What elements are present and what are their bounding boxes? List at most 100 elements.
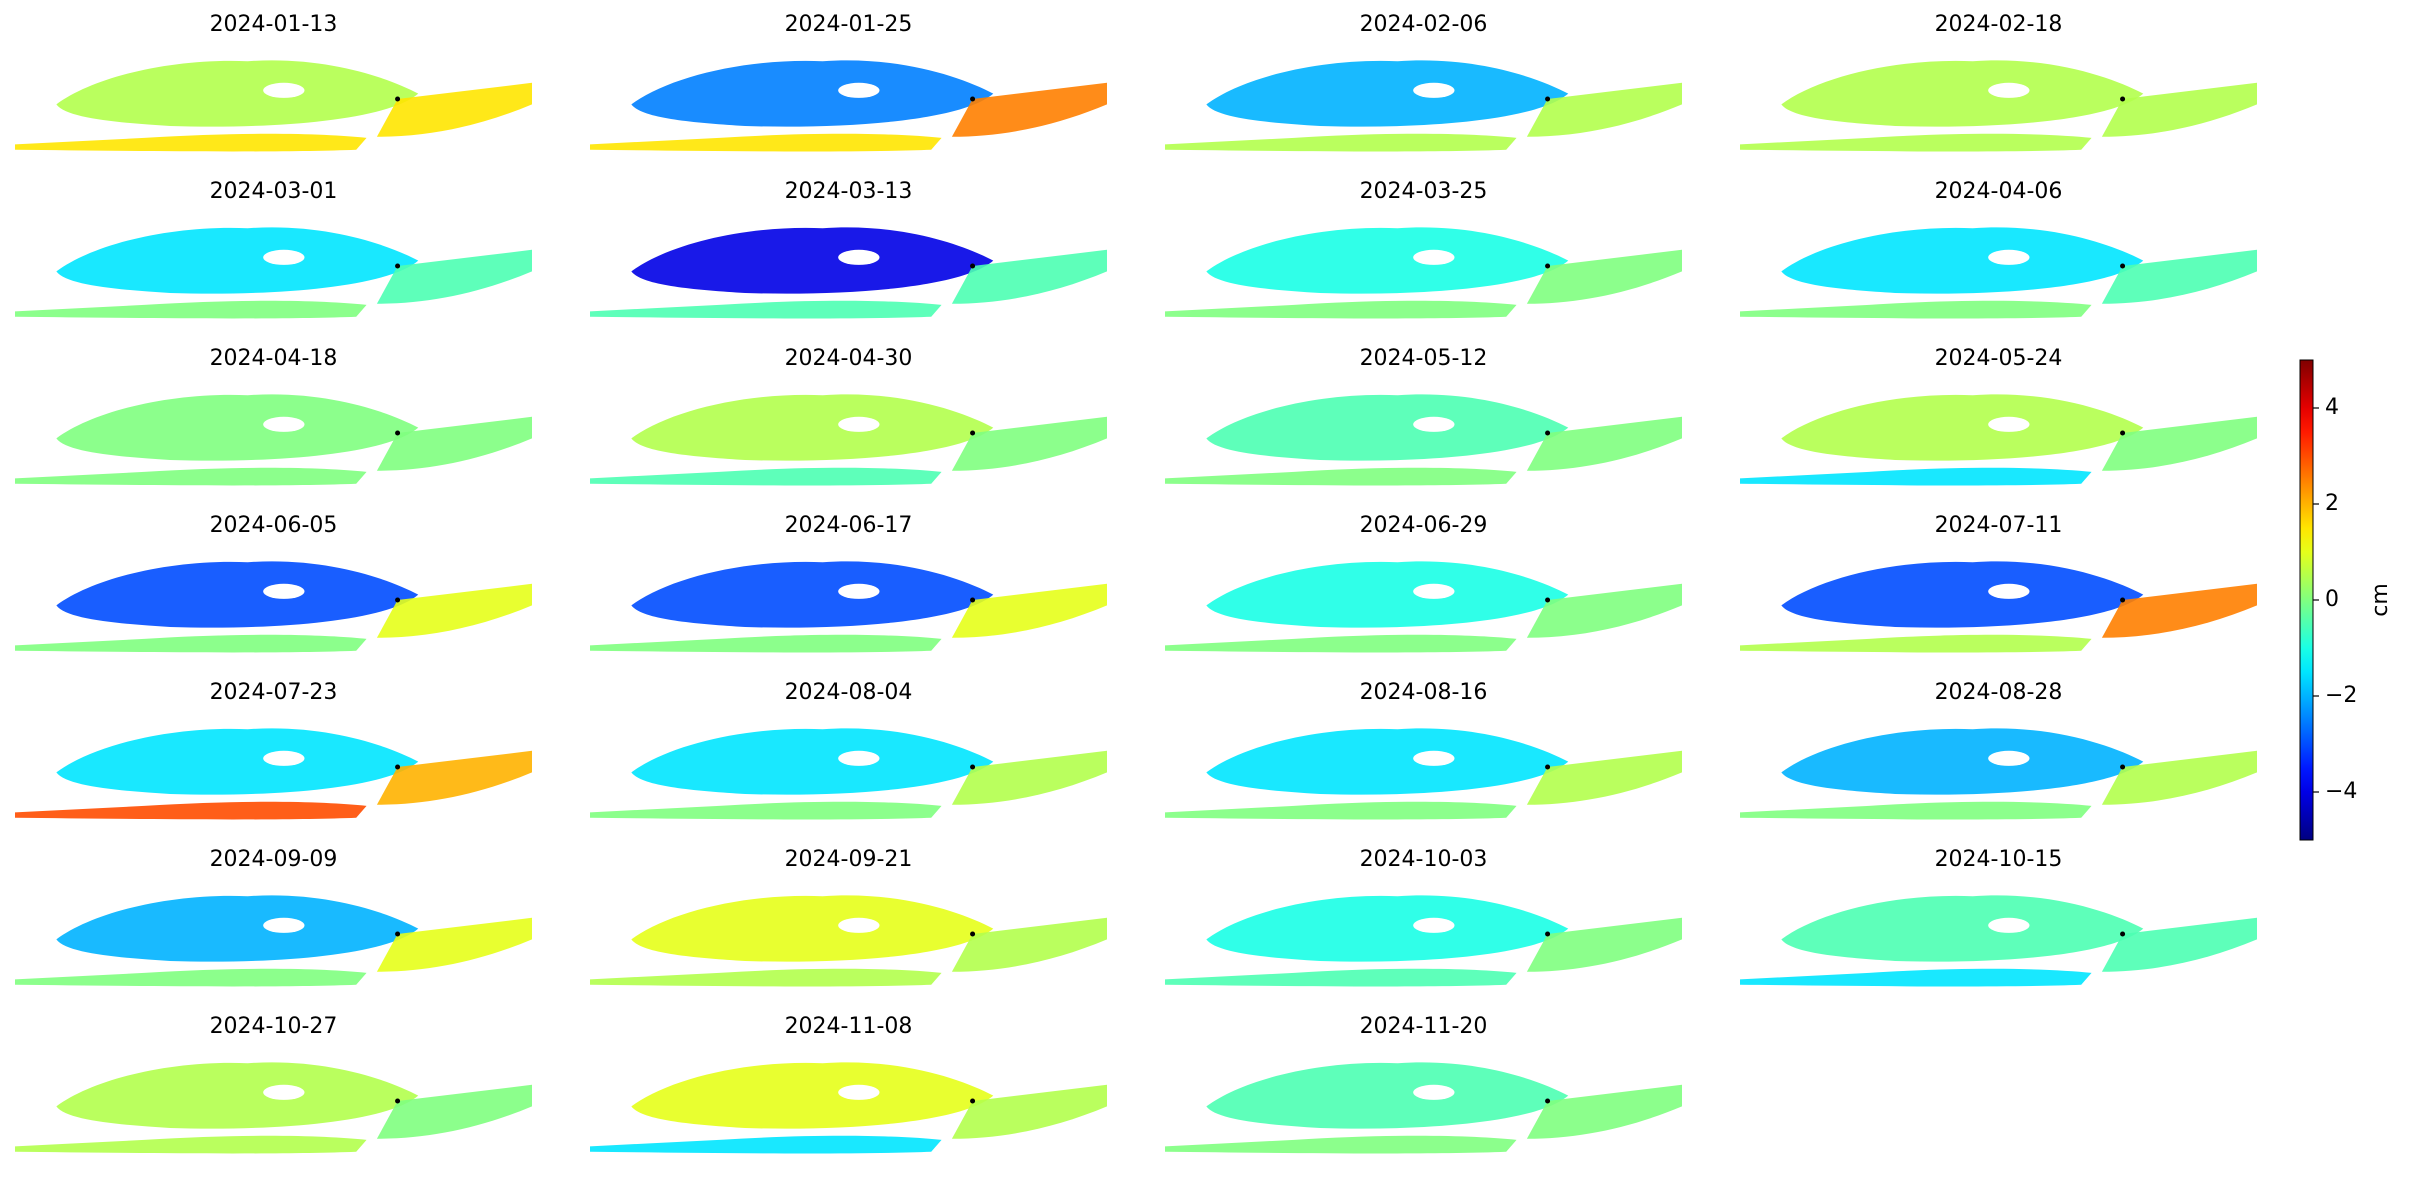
lake: [263, 249, 305, 265]
map-region: [1165, 300, 1517, 319]
station-dot: [1545, 263, 1551, 269]
map-region: [1206, 60, 1569, 127]
map-region: [1165, 968, 1517, 987]
map-region: [951, 1084, 1107, 1139]
map: [1740, 227, 2257, 319]
map-region: [2101, 249, 2257, 304]
map-region: [631, 728, 994, 795]
map-panel: 2024-09-21: [590, 847, 1107, 987]
panel-title: 2024-07-11: [1935, 513, 2063, 538]
map-region: [631, 1062, 994, 1129]
panel-title: 2024-08-04: [785, 680, 913, 705]
map-panel: 2024-04-30: [590, 346, 1107, 486]
panel-title: 2024-08-28: [1935, 680, 2063, 705]
map-region: [951, 82, 1107, 137]
colorbar-scale: [2299, 359, 2314, 841]
map: [1165, 60, 1682, 152]
panel-title: 2024-09-09: [210, 847, 338, 872]
lake: [1988, 249, 2030, 265]
map-region: [590, 801, 942, 820]
lake: [1413, 82, 1455, 98]
lake: [838, 750, 880, 766]
map-region: [631, 227, 994, 294]
lake: [263, 1084, 305, 1100]
panel-title: 2024-04-06: [1935, 179, 2063, 204]
map: [1165, 561, 1682, 653]
map-region: [951, 416, 1107, 471]
map-region: [1526, 82, 1682, 137]
station-dot: [970, 263, 976, 269]
map: [590, 1062, 1107, 1154]
station-dot: [1545, 931, 1551, 937]
panel-title: 2024-06-17: [785, 513, 913, 538]
map-region: [951, 583, 1107, 638]
map-region: [1206, 1062, 1569, 1129]
map: [1165, 394, 1682, 486]
panel-title: 2024-03-01: [210, 179, 338, 204]
map-region: [1526, 1084, 1682, 1139]
map-region: [56, 1062, 419, 1129]
map-region: [590, 467, 942, 486]
map-region: [2101, 583, 2257, 638]
map-panel: 2024-04-06: [1740, 179, 2257, 319]
map-panel: 2024-08-04: [590, 680, 1107, 820]
map-region: [1526, 249, 1682, 304]
station-dot: [2120, 430, 2126, 436]
panel-title: 2024-11-20: [1360, 1014, 1488, 1039]
panel-title: 2024-06-29: [1360, 513, 1488, 538]
map: [15, 1062, 532, 1154]
map-panel: 2024-01-25: [590, 12, 1107, 152]
station-dot: [395, 96, 401, 102]
panel-title: 2024-02-06: [1360, 12, 1488, 37]
map-region: [590, 133, 942, 152]
panel-title: 2024-10-15: [1935, 847, 2063, 872]
map-region: [1206, 895, 1569, 962]
panel-title: 2024-07-23: [210, 680, 338, 705]
map-region: [1740, 634, 2092, 653]
station-dot: [1545, 1098, 1551, 1104]
map-region: [1165, 133, 1517, 152]
panel-title: 2024-04-18: [210, 346, 338, 371]
map-region: [2101, 416, 2257, 471]
lake: [263, 82, 305, 98]
map-region: [56, 227, 419, 294]
panel-title: 2024-10-03: [1360, 847, 1488, 872]
map-region: [951, 750, 1107, 805]
map-region: [1740, 801, 2092, 820]
map-region: [15, 467, 367, 486]
map-panel: 2024-05-24: [1740, 346, 2257, 486]
map-region: [376, 583, 532, 638]
map-panel: 2024-08-16: [1165, 680, 1682, 820]
map-panel: 2024-01-13: [15, 12, 532, 152]
map-panel: 2024-11-08: [590, 1014, 1107, 1154]
map-region: [1206, 561, 1569, 628]
map-panel: 2024-07-11: [1740, 513, 2257, 653]
colorbar-tick-label: 2: [2325, 491, 2339, 516]
map-region: [631, 895, 994, 962]
station-dot: [1545, 597, 1551, 603]
map-region: [2101, 917, 2257, 972]
map: [1165, 895, 1682, 987]
station-dot: [395, 764, 401, 770]
map-region: [1526, 416, 1682, 471]
panel-title: 2024-04-30: [785, 346, 913, 371]
map: [590, 895, 1107, 987]
panel-grid: 2024-01-13 2024-01-25 2024-02-06 2024-02-18…: [15, 12, 2257, 1154]
map-region: [951, 249, 1107, 304]
map-region: [1781, 895, 2144, 962]
map-region: [1740, 300, 2092, 319]
map: [590, 561, 1107, 653]
lake: [1413, 416, 1455, 432]
map: [590, 728, 1107, 820]
lake: [838, 82, 880, 98]
map-region: [1781, 561, 2144, 628]
map: [15, 227, 532, 319]
map: [590, 227, 1107, 319]
map: [590, 394, 1107, 486]
lake: [263, 416, 305, 432]
map-region: [1206, 227, 1569, 294]
map-region: [1206, 728, 1569, 795]
panel-title: 2024-08-16: [1360, 680, 1488, 705]
lake: [1413, 750, 1455, 766]
map-region: [1526, 583, 1682, 638]
